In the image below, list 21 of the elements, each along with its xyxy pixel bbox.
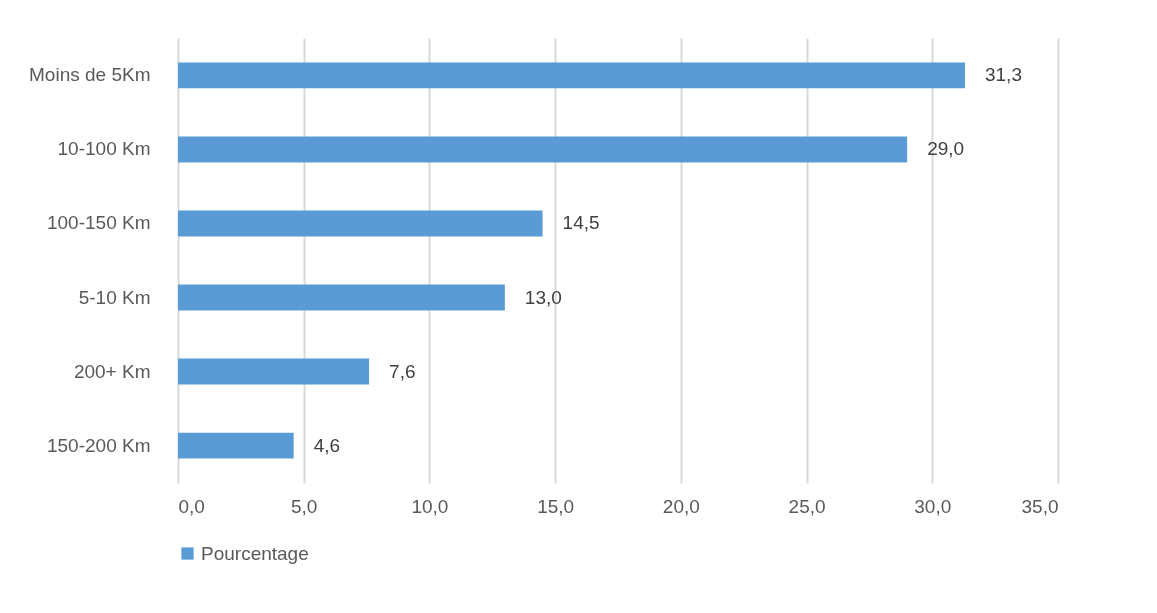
data-label: 29,0 (927, 138, 965, 160)
data-label: 14,5 (562, 212, 600, 234)
data-label: 4,6 (313, 434, 341, 456)
data-label: 7,6 (389, 360, 416, 382)
data-label: 31,3 (984, 64, 1022, 86)
y-tick-label: 200+ Km (73, 360, 151, 382)
x-tick-label: 0,0 (178, 495, 205, 517)
x-tick-label: 10,0 (411, 495, 449, 517)
legend-label: Pourcentage (201, 542, 309, 564)
y-tick-label: 150-200 Km (46, 434, 151, 456)
x-tick-label: 30,0 (914, 495, 952, 517)
y-tick-label: Moins de 5Km (29, 64, 151, 86)
x-tick-label: 20,0 (662, 495, 700, 517)
x-tick-label: 35,0 (1021, 495, 1059, 517)
x-tick-label: 5,0 (291, 495, 318, 517)
data-label: 13,0 (524, 286, 562, 308)
y-tick-label: 100-150 Km (46, 212, 151, 234)
y-tick-label: 5-10 Km (78, 286, 151, 308)
x-tick-label: 15,0 (537, 495, 575, 517)
y-tick-label: 10-100 Km (57, 138, 151, 160)
x-tick-label: 25,0 (788, 495, 826, 517)
